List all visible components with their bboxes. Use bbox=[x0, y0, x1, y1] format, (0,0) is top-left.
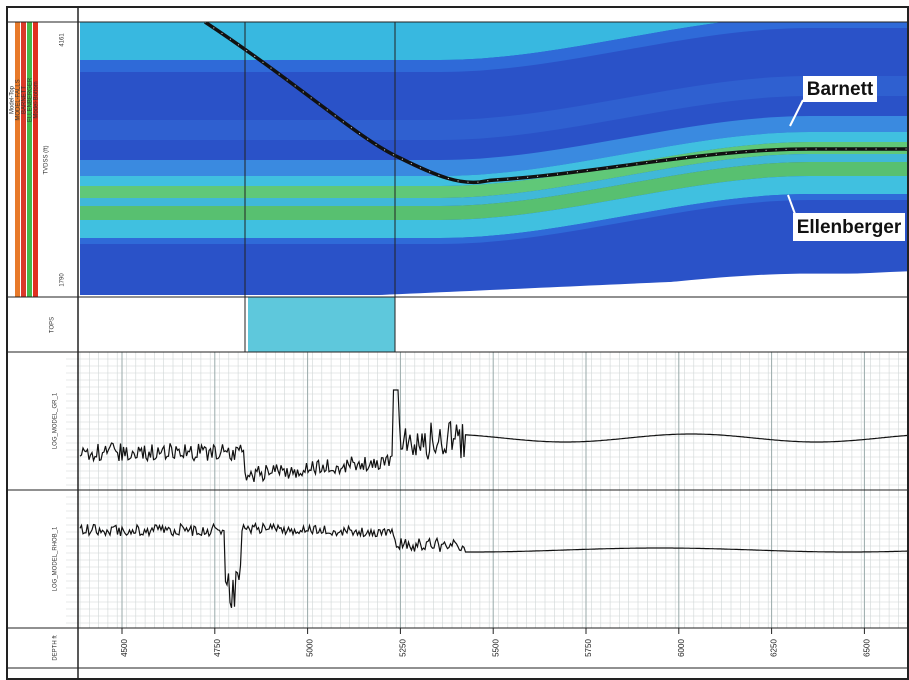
strip bbox=[21, 22, 26, 297]
track-label: TOPS bbox=[50, 317, 56, 333]
track-label: LOG_MODEL_RHOB_1 bbox=[53, 526, 59, 591]
model-section bbox=[80, 22, 909, 297]
axis-value: 4161 bbox=[60, 33, 66, 47]
layer bbox=[80, 271, 909, 297]
track-label: ELLENBERGER bbox=[28, 77, 34, 122]
well-path bbox=[204, 22, 909, 185]
depth-tick-label: 4500 bbox=[120, 639, 129, 657]
depth-tick-label: 5500 bbox=[491, 639, 500, 657]
annotation: Barnett bbox=[807, 79, 874, 100]
depth-tick-label: 6000 bbox=[677, 639, 686, 657]
layer bbox=[80, 22, 725, 60]
annotation-leader bbox=[787, 194, 796, 215]
track-label: LOG_MODEL_GR_1 bbox=[53, 392, 59, 449]
axis-value: 1790 bbox=[60, 273, 66, 287]
depth-tick-label: 5000 bbox=[306, 639, 315, 657]
log-curve bbox=[79, 521, 908, 609]
top-interval bbox=[248, 297, 395, 352]
layer bbox=[80, 194, 909, 244]
annotation-leader bbox=[789, 99, 804, 127]
annotation-box bbox=[803, 76, 877, 102]
track-label: MODEL-FALLS bbox=[16, 79, 22, 120]
layer bbox=[80, 116, 909, 176]
layer bbox=[80, 22, 909, 72]
depth-tick-label: 6500 bbox=[863, 639, 872, 657]
depth-tick-label: 4750 bbox=[213, 639, 222, 657]
track-label: Model-Top bbox=[10, 85, 16, 114]
axis-title: DEPTH ft bbox=[53, 635, 59, 661]
strip bbox=[15, 22, 20, 297]
layer bbox=[80, 176, 909, 238]
depth-tick-label: 5750 bbox=[584, 639, 593, 657]
frame bbox=[6, 6, 909, 680]
annotation: Ellenberger bbox=[797, 217, 902, 238]
layer bbox=[80, 132, 909, 186]
log-curve bbox=[79, 389, 909, 483]
track-label: TVDSS (ft) bbox=[44, 145, 50, 174]
layer bbox=[80, 76, 909, 140]
layer bbox=[80, 162, 909, 220]
track-label: BARNETT bbox=[22, 86, 28, 114]
depth-tick-label: 5250 bbox=[399, 639, 408, 657]
strip bbox=[33, 22, 38, 297]
log-tracks: 4500 4750 5000 5250 5500 5750 6000 6250 6500 bbox=[66, 352, 909, 657]
layer bbox=[80, 154, 909, 206]
track-label: Model-Bottom bbox=[34, 81, 40, 118]
annotation-box bbox=[793, 213, 905, 241]
strip bbox=[27, 22, 32, 297]
depth-tick-label: 6250 bbox=[770, 639, 779, 657]
